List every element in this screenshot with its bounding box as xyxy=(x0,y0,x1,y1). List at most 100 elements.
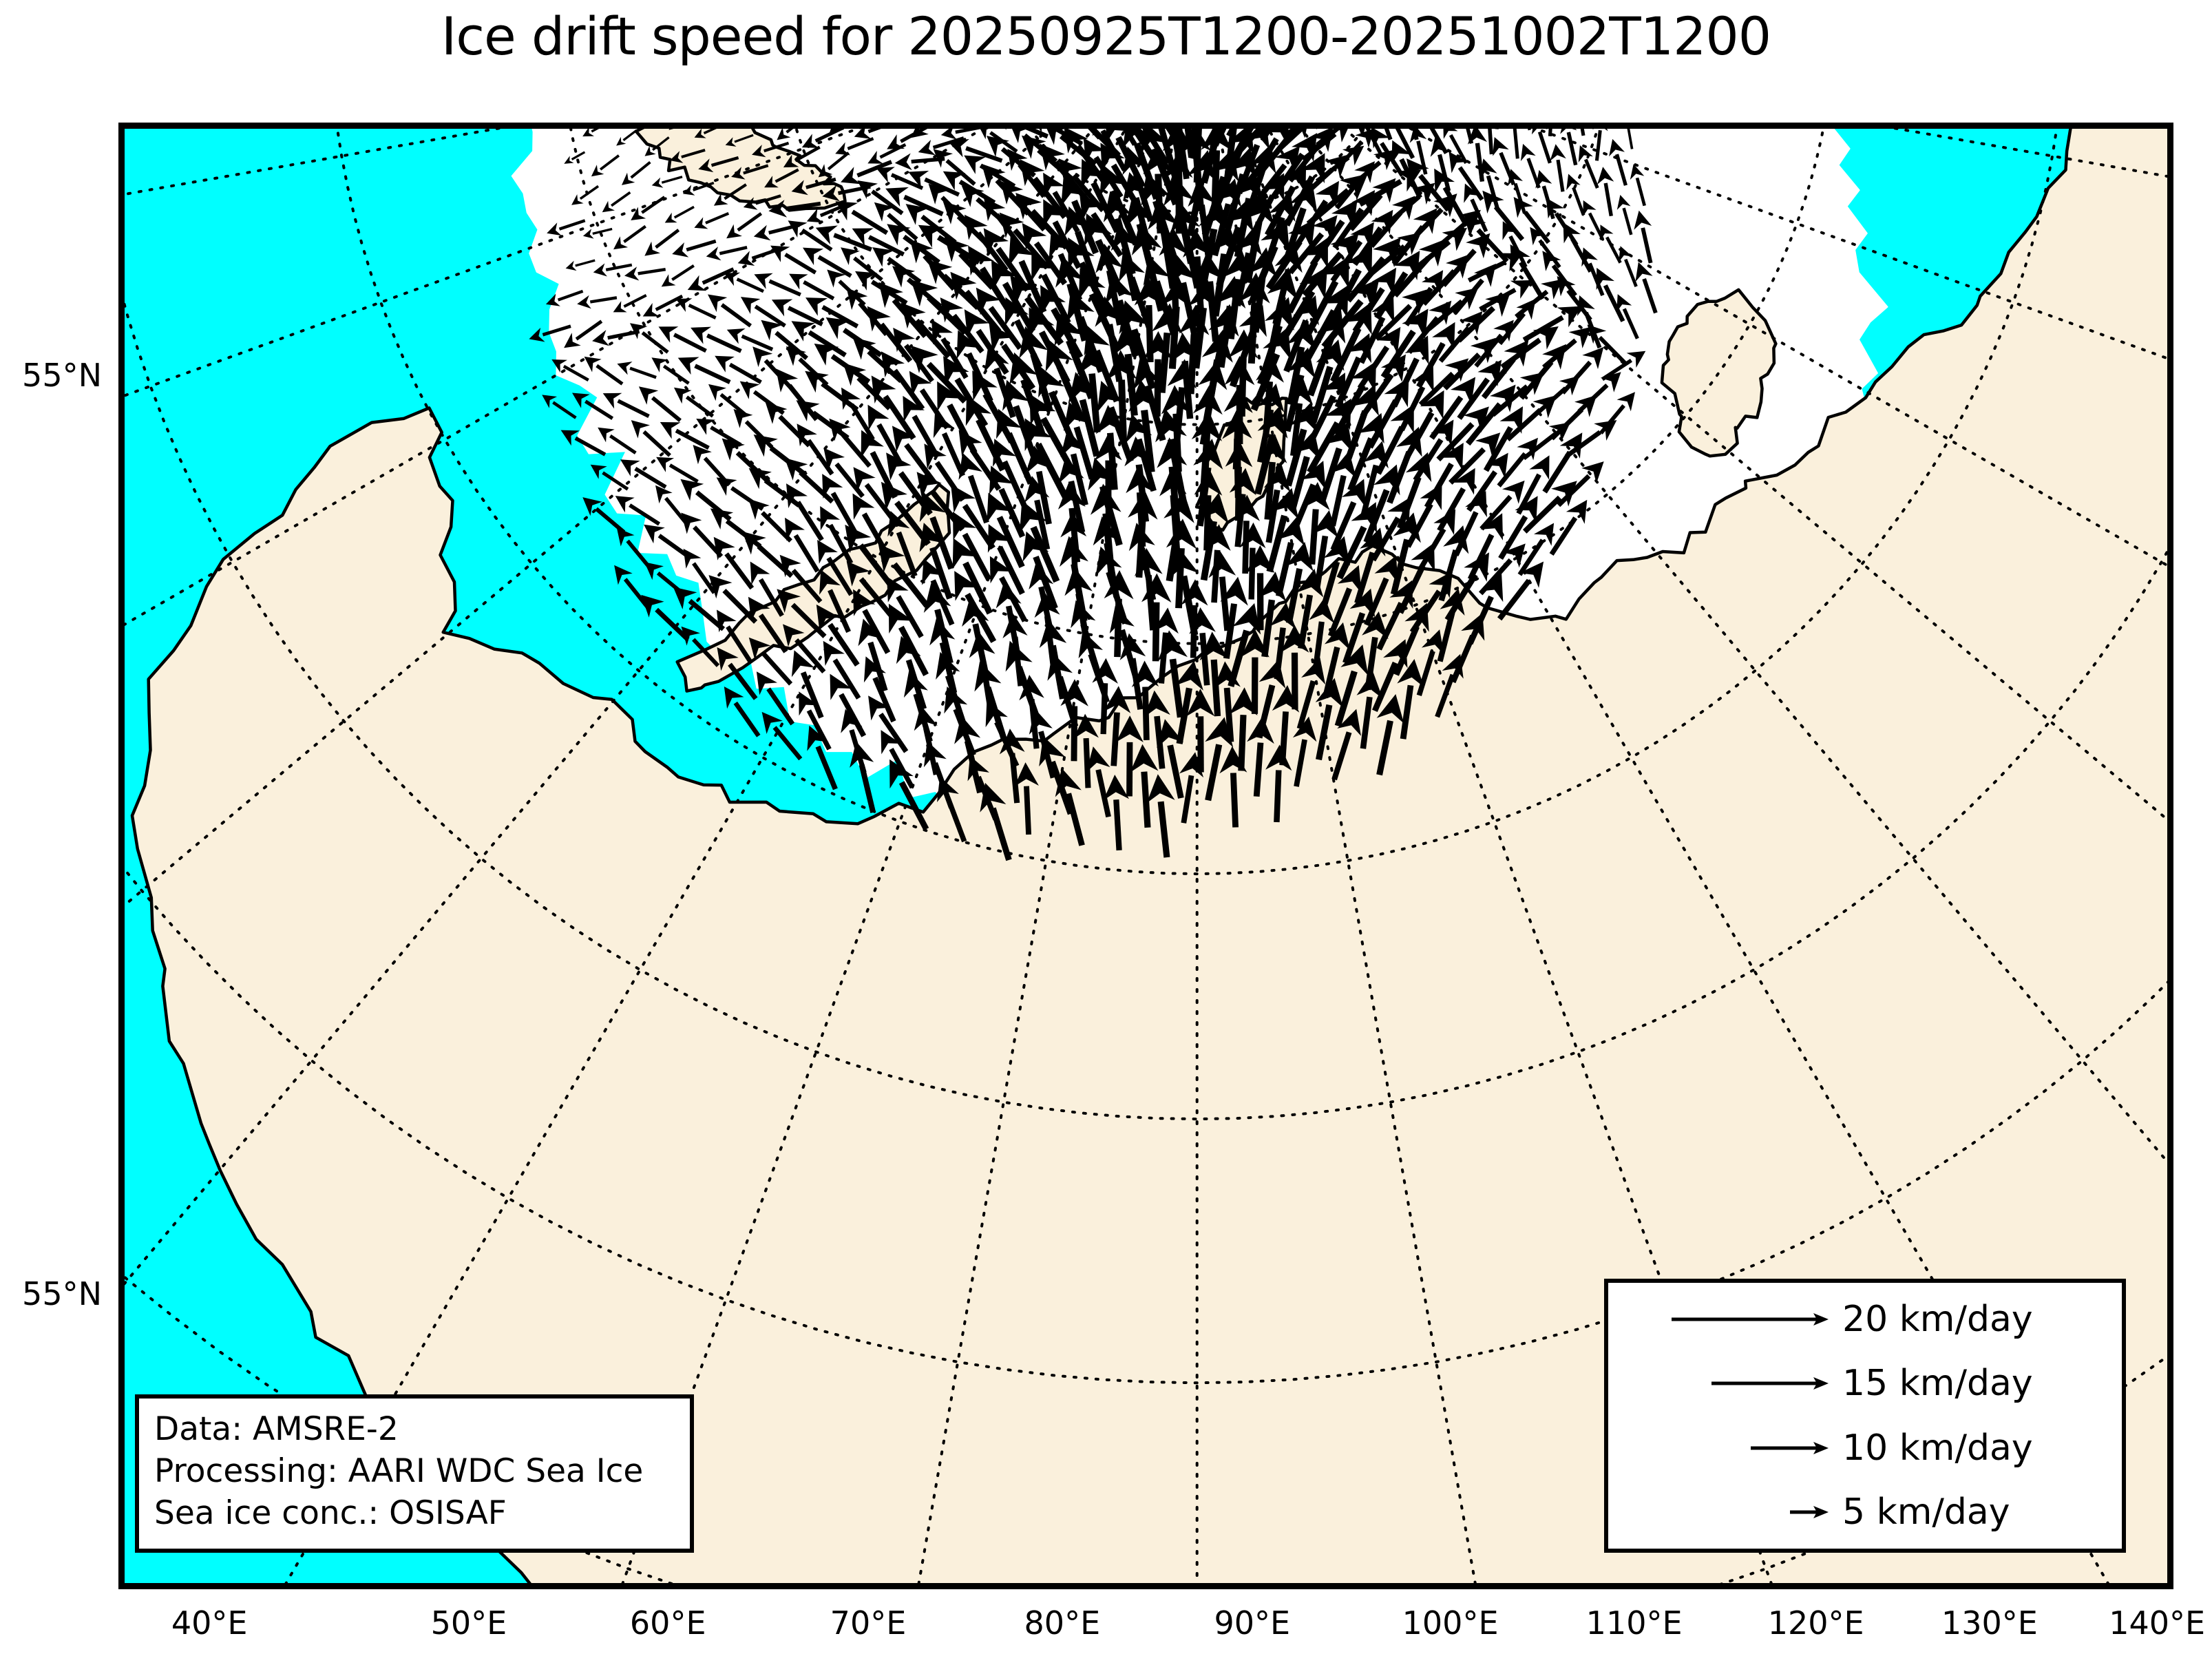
drift-arrow xyxy=(989,465,1026,538)
legend-row: 5 km/day xyxy=(1608,1483,2122,1542)
meridian-line xyxy=(125,129,862,397)
drift-arrow xyxy=(911,129,929,138)
legend-arrow-icon xyxy=(1711,1377,1829,1390)
drift-arrow xyxy=(668,129,674,130)
parallel-line xyxy=(794,129,1599,426)
drift-arrow xyxy=(1086,746,1111,818)
drift-arrow xyxy=(683,548,716,594)
drift-arrow xyxy=(1179,752,1204,824)
graticule-layer xyxy=(125,129,2167,1583)
drift-arrow xyxy=(805,297,859,328)
drift-arrow xyxy=(953,512,992,581)
drift-arrow xyxy=(937,777,967,843)
drift-arrow xyxy=(1497,437,1538,488)
drift-arrow xyxy=(547,219,586,236)
drift-arrow xyxy=(1152,607,1179,684)
drift-arrow xyxy=(696,419,742,447)
drift-arrow xyxy=(1219,746,1247,828)
drift-arrow xyxy=(717,647,758,700)
lon-tick-label: 90°E xyxy=(1214,1604,1291,1642)
drift-arrow xyxy=(1497,561,1544,621)
drift-arrow xyxy=(964,214,1009,272)
drift-arrow xyxy=(1130,744,1159,828)
drift-arrow xyxy=(987,524,1025,595)
drift-arrow xyxy=(630,323,669,354)
drift-arrow xyxy=(1563,222,1592,273)
drift-arrow xyxy=(791,177,836,196)
legend-label: 5 km/day xyxy=(1842,1491,2010,1533)
drift-arrow xyxy=(841,387,875,441)
drift-arrow xyxy=(1020,500,1060,583)
drift-arrow xyxy=(1334,333,1371,408)
drift-arrow xyxy=(1024,476,1051,550)
drift-arrow xyxy=(713,536,755,590)
drift-arrow xyxy=(715,355,762,384)
drift-arrow xyxy=(819,569,851,633)
drift-arrow xyxy=(1599,392,1635,434)
drift-arrow xyxy=(1515,279,1563,319)
drift-arrow xyxy=(572,392,614,420)
lon-tick-label: 130°E xyxy=(1941,1604,2038,1642)
drift-arrow xyxy=(1393,603,1429,676)
drift-arrow xyxy=(698,156,739,173)
drift-arrow xyxy=(591,154,620,177)
drift-arrow xyxy=(660,422,710,450)
drift-arrow xyxy=(950,271,1002,334)
map-canvas[interactable] xyxy=(118,123,2173,1589)
drift-arrow xyxy=(1498,496,1538,561)
drift-arrow xyxy=(863,656,896,723)
drift-arrow xyxy=(818,151,850,178)
meridian-line xyxy=(917,129,1177,1583)
drift-arrow xyxy=(672,239,717,258)
drift-arrow xyxy=(582,129,600,137)
drift-arrow xyxy=(1152,303,1183,393)
drift-arrow xyxy=(892,426,937,485)
drift-arrow xyxy=(1550,144,1566,192)
drift-arrow xyxy=(682,181,715,196)
drift-arrow xyxy=(777,589,827,638)
drift-arrow xyxy=(1186,689,1215,773)
drift-arrow xyxy=(644,229,680,256)
drift-arrow xyxy=(615,496,661,526)
drift-arrow xyxy=(923,583,954,664)
drift-arrow xyxy=(577,295,618,309)
drift-arrow xyxy=(1061,175,1099,255)
drift-arrow xyxy=(816,604,860,667)
drift-arrow xyxy=(613,224,646,250)
drift-arrow xyxy=(845,525,895,589)
drift-arrow xyxy=(786,346,829,386)
drift-arrow xyxy=(529,324,571,342)
drift-arrow xyxy=(1560,129,1578,166)
drift-arrow xyxy=(571,185,600,205)
drift-arrow xyxy=(980,782,1012,861)
drift-arrow xyxy=(1318,421,1353,503)
drift-arrow xyxy=(1578,145,1599,189)
drift-arrow xyxy=(823,640,861,700)
meridian-line xyxy=(1342,129,2167,821)
lon-tick-label: 100°E xyxy=(1402,1604,1499,1642)
drift-arrow xyxy=(1566,174,1586,216)
meridian-line xyxy=(1408,129,2167,567)
drift-arrow xyxy=(1522,306,1582,342)
drift-arrow xyxy=(996,408,1034,485)
drift-arrow xyxy=(1371,497,1411,562)
drift-arrow xyxy=(958,452,989,524)
drift-arrow xyxy=(799,691,832,751)
drift-arrow xyxy=(1201,148,1239,236)
drift-arrow xyxy=(1600,224,1622,264)
drift-arrow xyxy=(889,759,929,831)
drift-arrow xyxy=(1257,572,1287,658)
drift-arrow xyxy=(1316,129,1341,147)
lon-tick-label: 120°E xyxy=(1767,1604,1864,1642)
drift-arrow xyxy=(835,137,874,156)
drift-arrow xyxy=(878,543,929,608)
drift-arrow xyxy=(1418,358,1469,407)
lon-tick-label: 140°E xyxy=(2109,1604,2206,1642)
drift-arrow xyxy=(551,359,589,382)
drift-arrow xyxy=(752,141,790,158)
drift-arrow xyxy=(725,134,754,147)
drift-arrow xyxy=(1104,570,1134,658)
drift-arrow xyxy=(673,387,715,418)
drift-arrow xyxy=(602,191,631,213)
drift-arrow xyxy=(1342,588,1376,664)
